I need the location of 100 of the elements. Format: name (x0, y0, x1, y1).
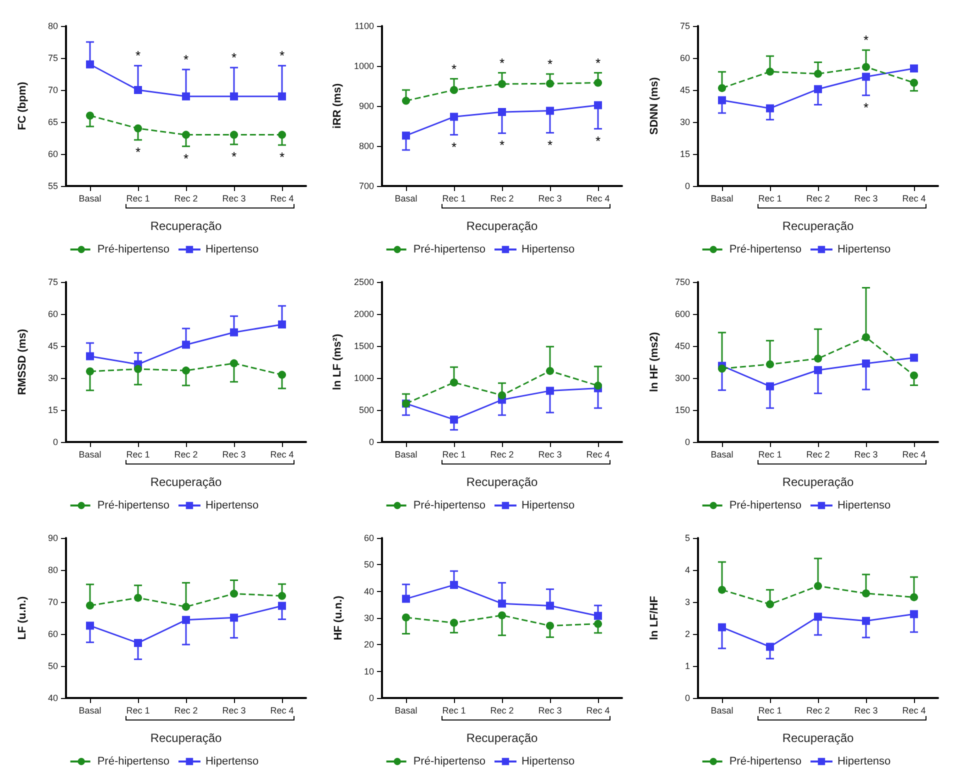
y-tick-label: 5 (684, 533, 690, 543)
point (498, 80, 506, 88)
y-tick-label: 3 (684, 597, 690, 607)
point (278, 92, 286, 100)
x-tick-label: Rec 1 (442, 450, 466, 460)
point (766, 600, 774, 608)
point (134, 124, 142, 132)
x-axis-title: Recuperação (782, 219, 854, 233)
y-axis-title: ln LF (ms²) (332, 334, 344, 390)
point (594, 612, 602, 620)
y-tick-label: 75 (680, 21, 690, 31)
point (814, 612, 822, 621)
point (230, 614, 238, 622)
annotation: * (499, 55, 505, 70)
annotation: * (863, 100, 869, 115)
y-tick-label: 60 (48, 149, 58, 159)
x-tick-label: Rec 2 (806, 194, 830, 204)
legend-label: Pré-hipertenso (413, 244, 486, 256)
x-tick-label: Basal (78, 706, 102, 716)
x-tick-label: Rec 1 (442, 706, 466, 716)
point (86, 60, 94, 68)
legend-label: Hipertenso (205, 756, 259, 768)
point (230, 328, 238, 336)
x-tick-label: Rec 3 (222, 706, 246, 716)
y-tick-label: 70 (48, 597, 58, 607)
point (86, 622, 94, 630)
point (134, 86, 142, 94)
y-tick-label: 45 (48, 341, 58, 351)
annotation: * (451, 139, 457, 154)
legend-label: Pré-hipertenso (729, 756, 802, 768)
x-tick-label: Rec 1 (126, 194, 150, 204)
point (910, 593, 918, 602)
point (862, 62, 870, 71)
point (278, 320, 286, 328)
x-tick-label: Rec 1 (126, 450, 150, 460)
point (450, 112, 458, 121)
annotation: * (231, 148, 237, 164)
point (278, 130, 286, 139)
point (718, 623, 726, 632)
point (134, 638, 142, 647)
point (278, 592, 286, 600)
y-tick-label: 15 (680, 149, 690, 159)
x-tick-label: Rec 3 (222, 194, 246, 204)
point (546, 80, 554, 88)
legend-label: Pré-hipertenso (97, 244, 170, 256)
y-tick-label: 300 (674, 373, 690, 383)
point (546, 106, 554, 115)
point (450, 86, 458, 94)
y-tick-label: 45 (680, 85, 690, 95)
x-axis-title: Recuperação (466, 475, 538, 489)
y-tick-label: 800 (358, 141, 374, 151)
annotation: * (135, 48, 141, 64)
y-tick-label: 1000 (354, 61, 374, 71)
x-tick-label: Rec 3 (222, 450, 246, 460)
point (910, 371, 918, 380)
legend-label: Pré-hipertenso (729, 244, 802, 256)
y-tick-label: 80 (48, 565, 58, 575)
x-tick-label: Rec 2 (174, 450, 198, 460)
point (546, 386, 554, 395)
annotation: * (279, 150, 285, 165)
x-tick-label: Rec 3 (538, 706, 562, 716)
x-axis-title: Recuperação (782, 731, 854, 745)
x-tick-label: Rec 4 (270, 194, 294, 204)
y-tick-label: 700 (358, 181, 374, 191)
x-axis-title: Recuperação (150, 219, 222, 233)
point (594, 101, 602, 110)
y-axis-title: LF (u.n.) (16, 596, 28, 640)
point (594, 620, 602, 628)
point (86, 367, 94, 376)
annotation: * (451, 61, 457, 76)
x-tick-label: Basal (394, 706, 418, 716)
legend-label: Hipertenso (521, 500, 575, 512)
x-tick-label: Basal (78, 450, 102, 460)
legend-label: Pré-hipertenso (97, 500, 170, 512)
legend-label: Hipertenso (205, 244, 259, 256)
y-tick-label: 60 (364, 533, 374, 543)
legend-label: Hipertenso (837, 244, 891, 256)
y-tick-label: 75 (48, 277, 58, 287)
point (230, 590, 238, 598)
point (450, 580, 458, 589)
y-tick-label: 30 (364, 613, 374, 623)
x-tick-label: Rec 4 (902, 194, 926, 204)
annotation: * (183, 52, 189, 68)
point (546, 622, 554, 630)
legend-label: Hipertenso (205, 500, 259, 512)
point (182, 92, 190, 100)
point (814, 85, 822, 94)
point (498, 611, 506, 620)
y-tick-label: 0 (368, 437, 374, 447)
x-tick-label: Basal (710, 706, 734, 716)
x-axis-title: Recuperação (466, 219, 538, 233)
y-tick-label: 55 (48, 181, 58, 191)
point (546, 602, 554, 610)
y-tick-label: 60 (680, 53, 690, 63)
y-tick-label: 20 (364, 640, 374, 650)
annotation: * (547, 137, 553, 152)
y-tick-label: 0 (684, 437, 690, 447)
point (86, 112, 94, 120)
y-tick-label: 1500 (354, 341, 374, 351)
point (718, 84, 726, 92)
